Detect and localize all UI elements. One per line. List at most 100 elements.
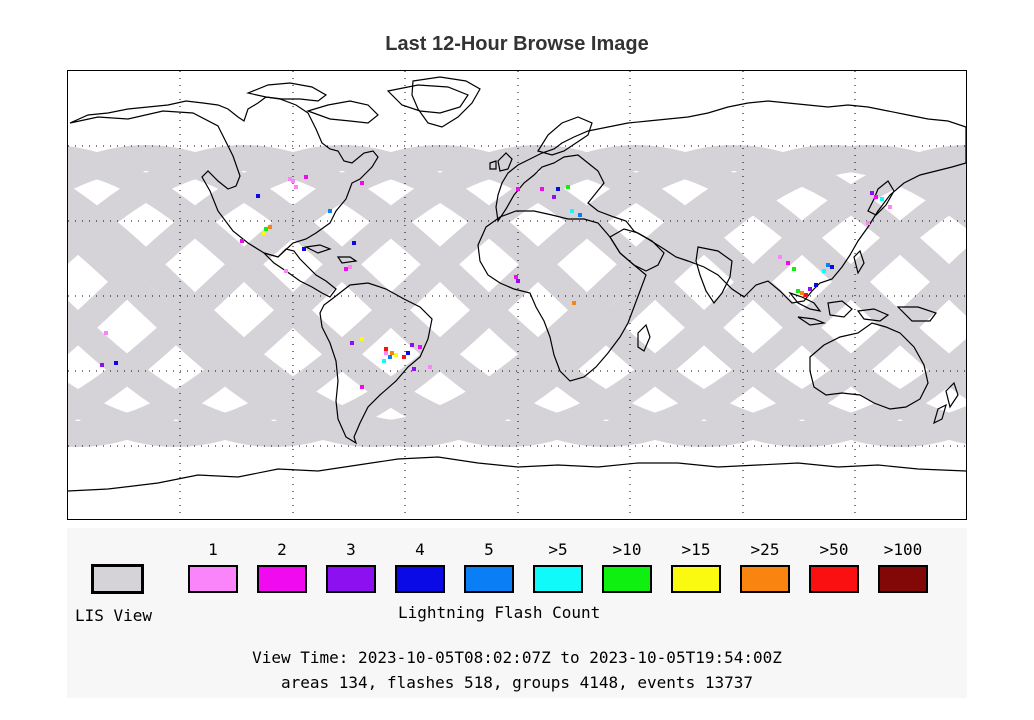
legend-bin-swatch xyxy=(533,565,583,593)
legend-bin-swatch xyxy=(602,565,652,593)
flash-marker xyxy=(786,261,790,265)
legend-bin-swatch xyxy=(671,565,721,593)
flash-marker xyxy=(268,225,272,229)
legend-bin-label: 5 xyxy=(484,540,494,559)
flash-marker xyxy=(566,185,570,189)
coastline-south-america xyxy=(319,282,433,445)
coastlines xyxy=(68,76,966,492)
flash-marker xyxy=(808,287,812,291)
flash-marker xyxy=(428,365,432,369)
flash-marker xyxy=(516,279,520,283)
flash-marker xyxy=(388,355,392,359)
flash-marker xyxy=(556,187,560,191)
flash-marker xyxy=(800,291,804,295)
legend-bin-label: >15 xyxy=(681,540,711,559)
flash-marker xyxy=(302,247,306,251)
flash-marker xyxy=(360,385,364,389)
coastline-central-america xyxy=(261,248,337,298)
flash-marker xyxy=(406,351,410,355)
legend-bin-swatch xyxy=(464,565,514,593)
page-title: Last 12-Hour Browse Image xyxy=(385,33,649,55)
coastline-philippines xyxy=(853,249,865,275)
flash-marker xyxy=(552,195,556,199)
flash-marker xyxy=(240,239,244,243)
flash-marker xyxy=(410,343,414,347)
coastline-arabia xyxy=(609,228,665,272)
lis-view-label: LIS View xyxy=(75,606,153,625)
view-time: View Time: 2023-10-05T08:02:07Z to 2023-… xyxy=(252,648,782,667)
flash-marker xyxy=(866,221,870,225)
flash-marker xyxy=(384,351,388,355)
legend-bin-label: >5 xyxy=(548,540,568,559)
flash-marker xyxy=(264,227,268,231)
flash-marker xyxy=(540,187,544,191)
flash-marker xyxy=(830,265,834,269)
legend-bin-label: >10 xyxy=(612,540,642,559)
flash-marker xyxy=(822,269,826,273)
legend-bin-label: 2 xyxy=(277,540,287,559)
legend-panel xyxy=(67,528,967,698)
world-map-canvas xyxy=(68,71,966,519)
flash-marker xyxy=(796,289,800,293)
flash-marker xyxy=(412,367,416,371)
legend-bin-swatch xyxy=(188,565,238,593)
legend-bin-label: >50 xyxy=(819,540,849,559)
legend-bin-label: 1 xyxy=(208,540,218,559)
flash-marker xyxy=(344,267,348,271)
legend-bin-label: 3 xyxy=(346,540,356,559)
flash-marker xyxy=(288,177,292,181)
flash-marker xyxy=(390,351,394,355)
coastline-japan xyxy=(867,180,895,216)
flash-marker xyxy=(384,347,388,351)
flash-marker xyxy=(514,275,518,279)
flash-marker xyxy=(350,341,354,345)
flash-marker xyxy=(870,191,874,195)
legend-bin-swatch xyxy=(395,565,445,593)
flash-marker xyxy=(291,179,295,183)
coastline-caribbean xyxy=(304,244,358,264)
coastline-antarctica xyxy=(68,456,966,492)
flash-marker xyxy=(888,205,892,209)
legend-bin-swatch xyxy=(878,565,928,593)
legend-bin-label: >100 xyxy=(883,540,923,559)
coastline-new-zealand xyxy=(933,381,959,425)
lis-orbit-swath xyxy=(68,144,966,448)
legend-bin-label: >25 xyxy=(750,540,780,559)
lightning-flash-markers xyxy=(100,175,892,389)
flash-marker xyxy=(792,267,796,271)
flash-marker xyxy=(516,187,520,191)
coastline-scandinavia xyxy=(537,116,593,156)
lis-orbit-swath xyxy=(68,145,966,447)
flash-marker xyxy=(418,345,422,349)
flash-marker xyxy=(328,209,332,213)
legend-bin-swatch xyxy=(326,565,376,593)
flash-marker xyxy=(360,337,364,341)
flash-marker xyxy=(402,355,406,359)
coastline-australia xyxy=(809,322,929,410)
coastline-india xyxy=(695,246,733,305)
world-map xyxy=(67,70,967,520)
flash-marker xyxy=(256,194,260,198)
flash-marker xyxy=(382,359,386,363)
flash-marker xyxy=(572,301,576,305)
flash-marker xyxy=(294,185,298,189)
flash-marker xyxy=(114,361,118,365)
flash-marker xyxy=(100,363,104,367)
flash-marker xyxy=(304,175,308,179)
coastline-eurasia xyxy=(495,100,966,304)
flash-marker xyxy=(104,331,108,335)
flash-statistics: areas 134, flashes 518, groups 4148, eve… xyxy=(280,673,753,692)
flash-marker xyxy=(804,293,808,297)
coastline-greenland xyxy=(411,76,481,128)
flash-marker xyxy=(348,265,352,269)
legend-bin-swatch xyxy=(809,565,859,593)
flash-count-label: Lightning Flash Count xyxy=(398,603,601,622)
lis-view-swatch xyxy=(91,564,144,594)
flash-marker xyxy=(262,231,266,235)
flash-marker xyxy=(778,255,782,259)
flash-marker xyxy=(578,213,582,217)
flash-marker xyxy=(826,263,830,267)
flash-marker xyxy=(394,353,398,357)
flash-marker xyxy=(874,195,878,199)
flash-marker xyxy=(570,209,574,213)
